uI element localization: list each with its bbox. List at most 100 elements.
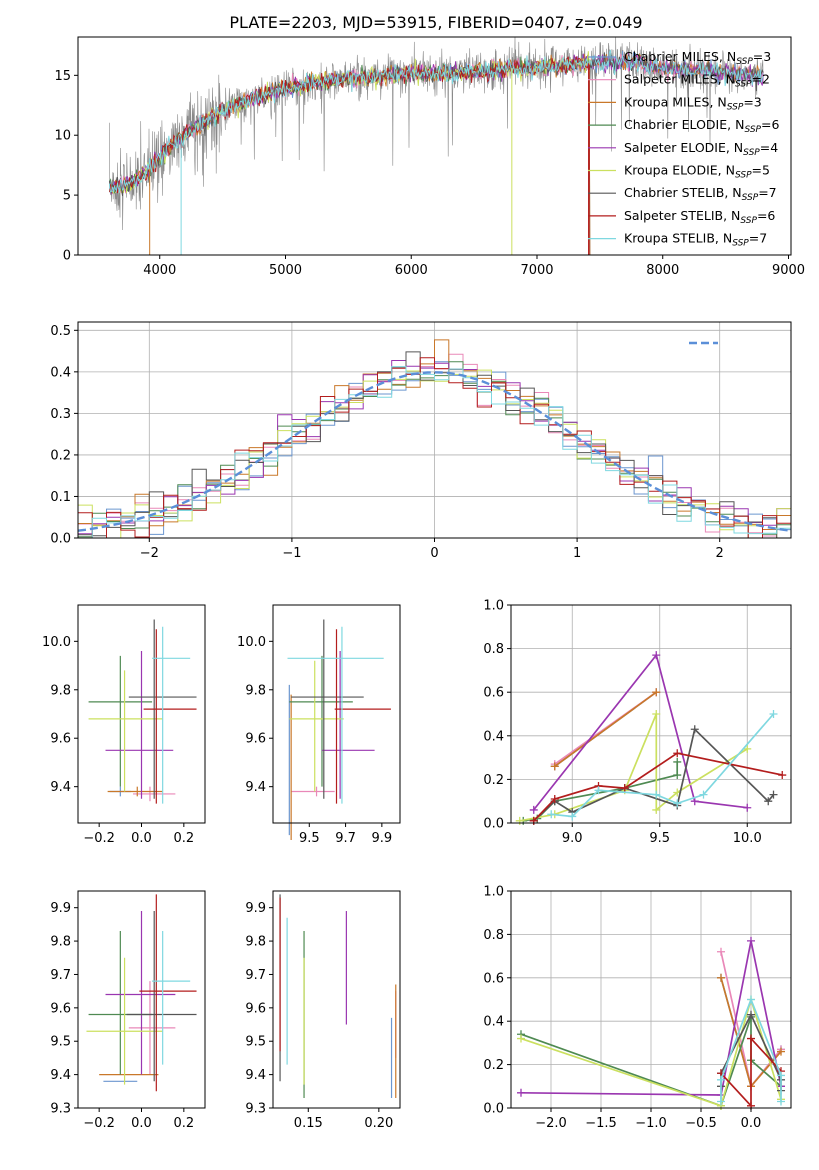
- weight-marker-kroupa_stelib: [777, 1071, 785, 1080]
- weight-marker-kroupa_stelib: [747, 995, 755, 1004]
- y-tick-label: 0.4: [50, 365, 71, 380]
- x-tick-label: 8000: [646, 263, 679, 278]
- weight-marker-kroupa_elodie: [515, 816, 524, 825]
- legend-text: Chabrier MILES, N: [624, 49, 736, 64]
- x-tick-label: 9.0: [562, 831, 583, 846]
- legend-label-salpeter_stelib: Salpeter STELIB, NSSP=6: [624, 208, 775, 226]
- weight-marker-salpeter_stelib: [550, 795, 559, 804]
- weight-marker-kroupa_stelib: [699, 790, 708, 799]
- legend-count: =3: [743, 94, 761, 109]
- weight-marker-chabrier_stelib: [747, 1010, 755, 1019]
- legend-count: =3: [753, 49, 771, 64]
- x-tick-label: 0.2: [173, 1116, 194, 1131]
- y-tick-label: 0.2: [483, 773, 504, 788]
- weight-line-salpeter_stelib: [533, 752, 783, 822]
- y-tick-label: 0.8: [483, 642, 504, 657]
- weight-marker-kroupa_elodie: [743, 744, 752, 753]
- y-tick-label: 10.0: [42, 635, 71, 650]
- y-tick-label: 0.3: [50, 407, 71, 422]
- weight-marker-salpeter_elodie: [690, 797, 699, 806]
- weight-marker-kroupa_stelib: [652, 790, 661, 799]
- legend-count: =7: [758, 185, 776, 200]
- legend-count: =5: [752, 163, 770, 178]
- y-tick-label: 9.6: [50, 732, 71, 747]
- legend-count: =4: [760, 140, 778, 155]
- weight-marker-salpeter_stelib: [747, 1034, 755, 1043]
- weight-marker-salpeter_elodie: [517, 1088, 525, 1097]
- y-tick-label: 0.4: [483, 1015, 504, 1030]
- y-tick-label: 5: [63, 189, 71, 204]
- legend-label-kroupa_miles: Kroupa MILES, NSSP=3: [624, 94, 762, 112]
- y-tick-label: 1.0: [483, 885, 504, 900]
- legend-label-chabrier_miles: Chabrier MILES, NSSP=3: [624, 49, 771, 67]
- weight-marker-salpeter_elodie: [743, 803, 752, 812]
- weight-marker-kroupa_elodie: [652, 805, 661, 814]
- y-tick-label: 15: [54, 69, 71, 84]
- y-tick-label: 10.0: [237, 635, 266, 650]
- x-tick-label: 0.0: [131, 831, 152, 846]
- figure-title: PLATE=2203, MJD=53915, FIBERID=0407, z=0…: [229, 13, 642, 32]
- weight-marker-kroupa_miles: [550, 762, 559, 771]
- y-tick-label: 0.2: [483, 1058, 504, 1073]
- weight-marker-salpeter_stelib: [778, 771, 787, 780]
- y-tick-label: 9.8: [50, 935, 71, 950]
- axes-frame: [272, 604, 401, 824]
- legend-subscript: SSP: [736, 57, 753, 67]
- legend-text: Kroupa ELODIE, N: [624, 163, 735, 178]
- weight-line-kroupa_elodie: [520, 996, 782, 1107]
- y-tick-label: 0: [63, 249, 71, 264]
- y-tick-label: 0.1: [50, 490, 71, 505]
- weight-marker-salpeter_stelib: [620, 784, 629, 793]
- y-tick-label: 9.7: [50, 968, 71, 983]
- legend-subscript: SSP: [732, 239, 749, 249]
- legend-label-salpeter_elodie: Salpeter ELODIE, NSSP=4: [624, 140, 778, 158]
- legend-label-chabrier_elodie: Chabrier ELODIE, NSSP=6: [624, 117, 779, 135]
- x-tick-label: 0.2: [173, 831, 194, 846]
- legend-label-kroupa_elodie: Kroupa ELODIE, NSSP=5: [624, 163, 770, 181]
- x-tick-label: 0.20: [364, 1116, 393, 1131]
- y-tick-label: 9.8: [245, 683, 266, 698]
- weight-marker-chabrier_stelib: [764, 797, 773, 806]
- weight-marker-kroupa_stelib: [594, 786, 603, 795]
- y-tick-label: 9.4: [245, 1068, 266, 1083]
- model-spectrum-salpeter_stelib: [108, 56, 591, 255]
- x-tick-label: 4000: [143, 263, 176, 278]
- legend-subscript: SSP: [727, 102, 744, 112]
- x-tick-label: −1.5: [585, 1116, 617, 1131]
- legend-subscript: SSP: [735, 171, 752, 181]
- legend-text: Salpeter ELODIE, N: [624, 140, 743, 155]
- x-tick-label: 9.9: [372, 831, 393, 846]
- y-tick-label: 9.8: [50, 683, 71, 698]
- weight-line-kroupa_miles: [554, 691, 657, 767]
- x-tick-label: 0.0: [741, 1116, 762, 1131]
- axes-frame: [272, 890, 401, 1109]
- x-tick-label: 0.0: [131, 1116, 152, 1131]
- legend-subscript: SSP: [742, 193, 759, 203]
- legend-text: Salpeter MILES, N: [624, 72, 735, 87]
- y-tick-label: 9.4: [50, 780, 71, 795]
- legend-text: Chabrier STELIB, N: [624, 185, 742, 200]
- x-tick-label: −1.0: [635, 1116, 667, 1131]
- residual-histogram-salpeter_stelib: [78, 357, 791, 538]
- y-tick-label: 0.8: [483, 928, 504, 943]
- x-tick-label: 9.7: [335, 831, 356, 846]
- weight-marker-kroupa_stelib: [568, 812, 577, 821]
- legend-subscript: SSP: [735, 80, 752, 90]
- legend-text: Kroupa STELIB, N: [624, 231, 732, 246]
- x-tick-label: 0.15: [294, 1116, 323, 1131]
- weight-marker-kroupa_miles: [717, 973, 725, 982]
- x-tick-label: −0.2: [83, 831, 115, 846]
- legend-label-chabrier_stelib: Chabrier STELIB, NSSP=7: [624, 185, 777, 203]
- weight-line-chabrier_elodie: [523, 762, 679, 822]
- x-tick-label: 1: [573, 546, 581, 561]
- y-tick-label: 9.6: [245, 732, 266, 747]
- y-tick-label: 0.6: [483, 686, 504, 701]
- weight-marker-kroupa_miles: [652, 688, 661, 697]
- legend-label-kroupa_stelib: Kroupa STELIB, NSSP=7: [624, 231, 767, 249]
- legend-text: Chabrier ELODIE, N: [624, 117, 744, 132]
- weight-marker-kroupa_elodie: [652, 710, 661, 718]
- legend-count: =7: [749, 231, 767, 246]
- y-tick-label: 1.0: [483, 599, 504, 614]
- x-tick-label: −1: [282, 546, 301, 561]
